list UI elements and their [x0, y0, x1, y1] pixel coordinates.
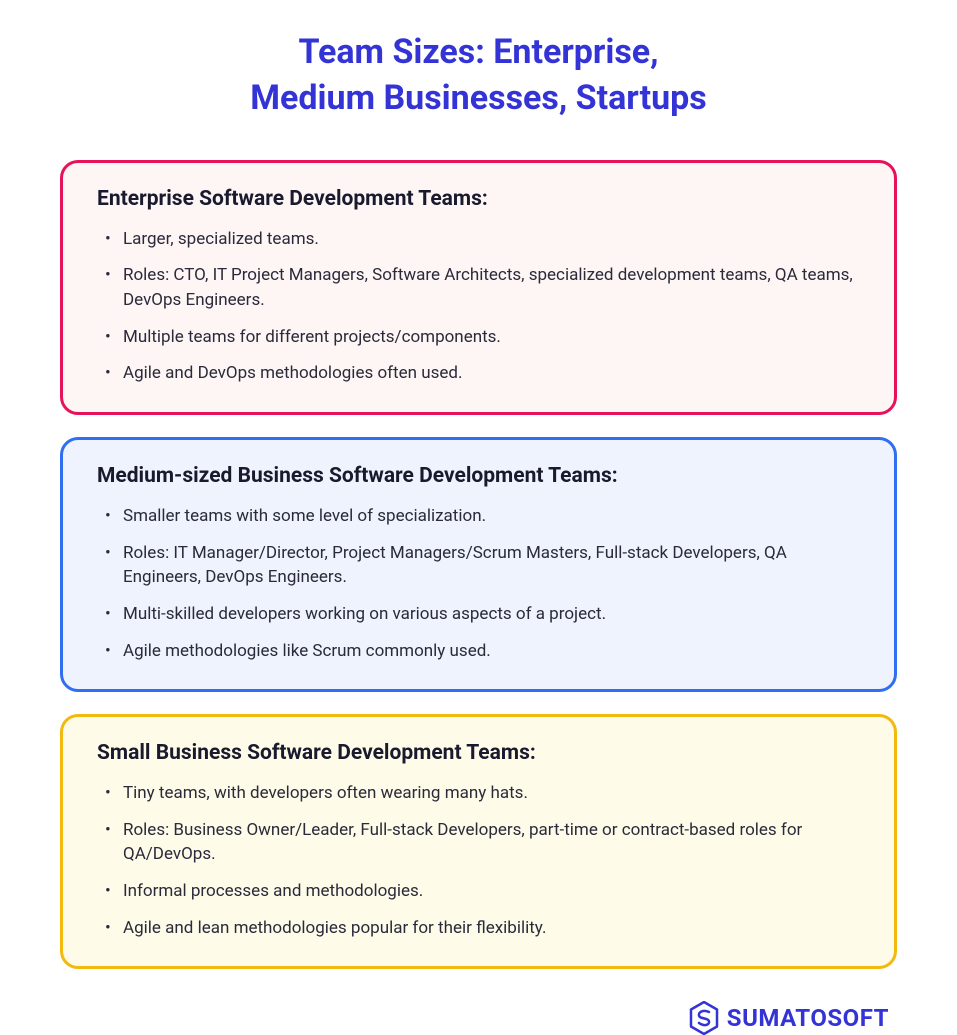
list-item: Agile methodologies like Scrum commonly … [105, 639, 860, 664]
list-item: Multiple teams for different projects/co… [105, 325, 860, 350]
card-list: Smaller teams with some level of special… [97, 504, 860, 663]
brand-logo: SUMATOSOFT [689, 1001, 889, 1035]
title-line-1: Team Sizes: Enterprise, [298, 32, 658, 72]
list-item: Tiny teams, with developers often wearin… [105, 781, 860, 806]
list-item: Roles: Business Owner/Leader, Full-stack… [105, 818, 860, 867]
list-item: Roles: CTO, IT Project Managers, Softwar… [105, 263, 860, 312]
page-title: Team Sizes: Enterprise, Medium Businesse… [60, 30, 897, 122]
list-item: Smaller teams with some level of special… [105, 504, 860, 529]
card-heading: Small Business Software Development Team… [97, 741, 860, 765]
list-item: Roles: IT Manager/Director, Project Mana… [105, 541, 860, 590]
list-item: Multi-skilled developers working on vari… [105, 602, 860, 627]
card-heading: Enterprise Software Development Teams: [97, 187, 860, 211]
card-heading: Medium-sized Business Software Developme… [97, 464, 860, 488]
card-medium: Medium-sized Business Software Developme… [60, 437, 897, 692]
brand-name: SUMATOSOFT [727, 1004, 889, 1032]
list-item: Larger, specialized teams. [105, 227, 860, 252]
list-item: Agile and DevOps methodologies often use… [105, 361, 860, 386]
card-small: Small Business Software Development Team… [60, 714, 897, 969]
card-enterprise: Enterprise Software Development Teams: L… [60, 160, 897, 415]
title-line-2: Medium Businesses, Startups [250, 78, 706, 118]
list-item: Agile and lean methodologies popular for… [105, 916, 860, 941]
hexagon-s-icon [689, 1001, 719, 1035]
card-list: Tiny teams, with developers often wearin… [97, 781, 860, 940]
list-item: Informal processes and methodologies. [105, 879, 860, 904]
footer: SUMATOSOFT [60, 991, 897, 1035]
card-list: Larger, specialized teams. Roles: CTO, I… [97, 227, 860, 386]
